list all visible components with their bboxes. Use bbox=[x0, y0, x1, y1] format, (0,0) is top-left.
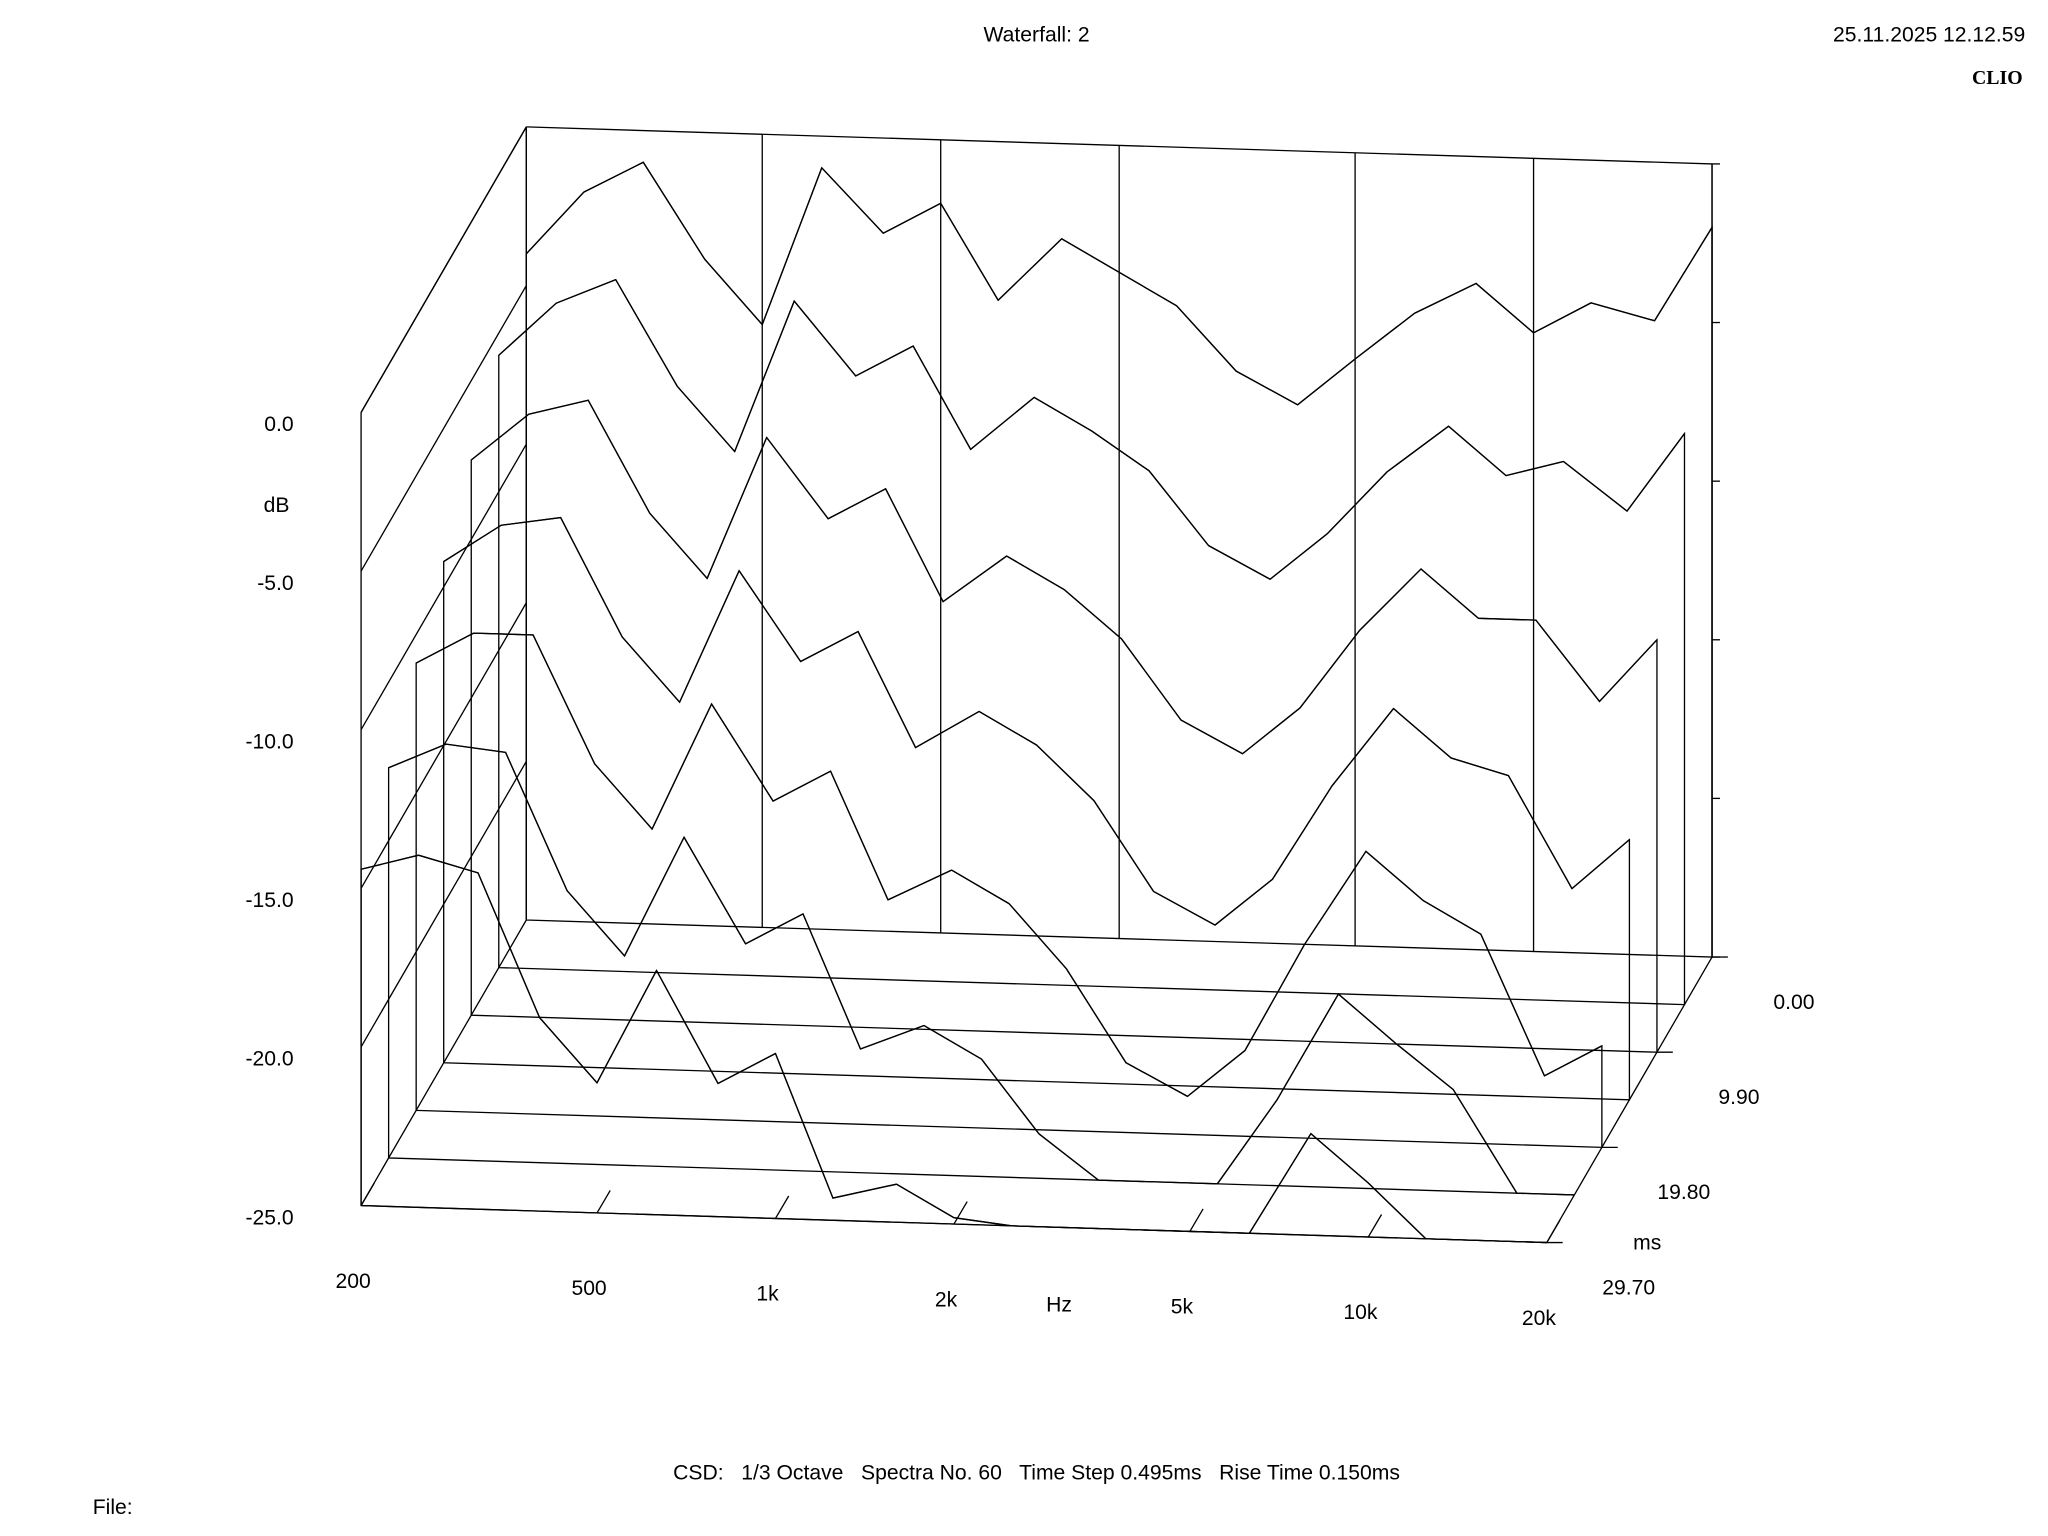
z-tick-label: 29.70 bbox=[1602, 1276, 1655, 1299]
spectrum-slice bbox=[498, 278, 1686, 580]
y-tick-label: 0.0 bbox=[264, 413, 293, 436]
y-tick-label: -15.0 bbox=[246, 889, 294, 912]
grid-line bbox=[360, 285, 527, 572]
x-tick-label: 2k bbox=[935, 1288, 958, 1311]
spectrum-slice bbox=[388, 743, 1575, 1196]
z-tick-label: 9.90 bbox=[1718, 1086, 1759, 1109]
spectrum-slice bbox=[525, 161, 1713, 406]
tick-mark bbox=[1367, 1214, 1383, 1238]
x-tick-label: 200 bbox=[336, 1270, 371, 1293]
spectrum-slice bbox=[360, 854, 1547, 1244]
file-label: File: bbox=[93, 1496, 133, 1519]
chart-title: Waterfall: 2 bbox=[984, 23, 1090, 46]
brand: CLIO bbox=[1972, 67, 2023, 89]
x-tick-label: 20k bbox=[1522, 1307, 1556, 1330]
y-tick-label: -5.0 bbox=[257, 572, 293, 595]
z-tick-label: 0.00 bbox=[1773, 991, 1814, 1014]
tick-mark bbox=[953, 1201, 968, 1225]
y-axis-label: dB bbox=[264, 494, 290, 517]
spectrum-slice bbox=[443, 516, 1630, 926]
x-tick-label: 500 bbox=[571, 1277, 606, 1300]
timestamp: 25.11.2025 12.12.59 bbox=[1833, 23, 2025, 46]
tick-mark bbox=[774, 1195, 790, 1219]
x-tick-label: 1k bbox=[756, 1283, 779, 1306]
z-axis-label: ms bbox=[1633, 1231, 1661, 1254]
grid-line bbox=[360, 126, 527, 413]
y-tick-label: -20.0 bbox=[246, 1048, 294, 1071]
tick-mark bbox=[1189, 1208, 1204, 1232]
spectrum-slice bbox=[470, 399, 1658, 755]
spectrum-slice bbox=[415, 632, 1603, 1098]
x-axis-label: Hz bbox=[1046, 1294, 1072, 1317]
y-tick-label: -10.0 bbox=[246, 730, 294, 753]
footer: CSD: 1/3 Octave Spectra No. 60 Time Step… bbox=[673, 1461, 1400, 1484]
z-tick-label: 19.80 bbox=[1657, 1181, 1710, 1204]
tick-mark bbox=[360, 1182, 375, 1206]
tick-mark bbox=[596, 1190, 611, 1214]
tick-mark bbox=[1546, 1219, 1561, 1243]
y-tick-label: -25.0 bbox=[246, 1206, 294, 1229]
x-tick-label: 10k bbox=[1343, 1301, 1377, 1324]
x-tick-label: 5k bbox=[1171, 1296, 1194, 1319]
